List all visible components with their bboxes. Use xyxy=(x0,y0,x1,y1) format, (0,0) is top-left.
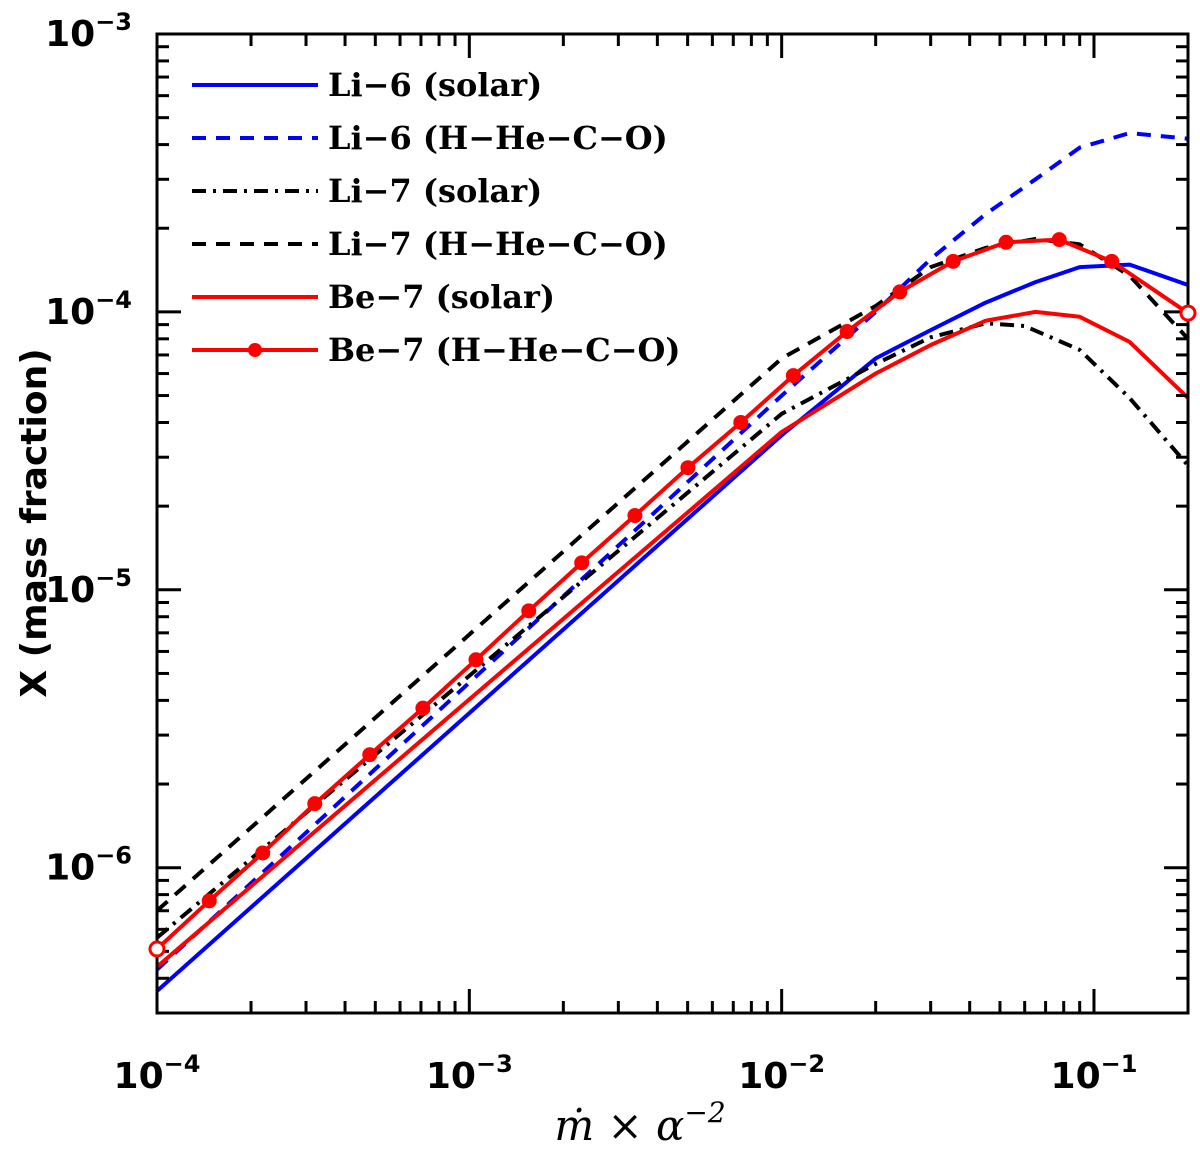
ticklabel-layer: 10−4 10−3 10−2 10−110−610−510−410−3 xyxy=(45,8,1137,1097)
data-point-be7-hheco xyxy=(680,460,696,476)
series-line-li6-solar xyxy=(157,262,1188,993)
x-tick-label: 10−1 xyxy=(1051,1050,1138,1097)
y-tick-label: 10−5 xyxy=(45,564,132,611)
x-tick-label-exp: −1 xyxy=(1101,1050,1138,1078)
plot-frame xyxy=(155,32,1190,1015)
data-point-be7-hheco xyxy=(945,253,961,269)
data-point-be7-hheco xyxy=(839,324,855,340)
ticks-layer xyxy=(155,34,1190,1015)
legend-label-li7-solar: Li−7 (solar) xyxy=(328,172,542,210)
y-tick-label-exp: −3 xyxy=(95,8,132,36)
y-tick-label-base: 10 xyxy=(45,570,95,611)
x-tick-label-base: 10 xyxy=(114,1056,164,1097)
data-point-be7-hheco xyxy=(362,747,378,763)
x-axis-label-main: ṁ × α xyxy=(554,1101,684,1150)
series-line-li7-solar xyxy=(157,321,1188,940)
series-line-be7-hheco xyxy=(157,237,1188,951)
y-tick-label-base: 10 xyxy=(45,14,95,55)
x-tick-label: 10−3 xyxy=(426,1050,513,1097)
legend-label-be7-hheco: Be−7 (H−He−C−O) xyxy=(328,331,681,369)
y-tick-label-base: 10 xyxy=(45,292,95,333)
legend: Li−6 (solar) Li−6 (H−He−C−O) Li−7 (solar) L… xyxy=(192,66,681,369)
legend-label-li6-solar: Li−6 (solar) xyxy=(328,66,542,104)
y-tick-label: 10−3 xyxy=(45,8,132,55)
x-axis-label-exponent: −2 xyxy=(684,1096,725,1129)
legend-marker-be7-hheco xyxy=(248,343,262,357)
legend-label-be7-solar: Be−7 (solar) xyxy=(328,278,555,316)
x-tick-label-base: 10 xyxy=(1051,1056,1101,1097)
data-point-be7-hheco xyxy=(307,796,323,812)
x-tick-label-base: 10 xyxy=(738,1056,788,1097)
series-line-li6-hheco xyxy=(157,131,1188,972)
x-axis-label: ṁ × α−2 xyxy=(554,1096,725,1150)
x-tick-label-exp: −4 xyxy=(164,1050,201,1078)
x-tick-label-base: 10 xyxy=(426,1056,476,1097)
data-point-be7-hheco xyxy=(521,603,537,619)
data-point-be7-hheco xyxy=(892,284,908,300)
x-tick-label-exp: −3 xyxy=(476,1050,513,1078)
y-tick-label: 10−6 xyxy=(45,842,132,889)
y-axis-label: X (mass fraction) xyxy=(14,348,55,697)
data-point-be7-hheco xyxy=(733,414,749,430)
data-point-be7-hheco xyxy=(415,700,431,716)
data-point-be7-hheco xyxy=(627,508,643,524)
series-layer xyxy=(157,131,1188,993)
y-tick-label-base: 10 xyxy=(45,848,95,889)
legend-label-li6-hheco: Li−6 (H−He−C−O) xyxy=(328,119,668,157)
data-point-be7-hheco xyxy=(998,234,1014,250)
data-point-be7-hheco xyxy=(201,893,217,909)
data-point-be7-hheco xyxy=(785,368,801,384)
y-tick-label-exp: −5 xyxy=(95,564,132,592)
data-point-be7-hheco xyxy=(1104,253,1120,269)
data-point-be7-hheco xyxy=(468,652,484,668)
legend-label-li7-hheco: Li−7 (H−He−C−O) xyxy=(328,225,668,263)
data-point-edge-be7-hheco xyxy=(1179,304,1197,322)
data-point-be7-hheco xyxy=(574,555,590,571)
data-point-be7-hheco xyxy=(255,845,271,861)
y-tick-label: 10−4 xyxy=(45,286,132,333)
x-tick-label-exp: −2 xyxy=(788,1050,825,1078)
x-tick-label: 10−4 xyxy=(114,1050,201,1097)
data-point-be7-hheco xyxy=(1051,232,1067,248)
data-point-edge-be7-hheco xyxy=(148,940,166,958)
y-tick-label-exp: −6 xyxy=(95,842,132,870)
y-tick-label-exp: −4 xyxy=(95,286,132,314)
series-line-be7-solar xyxy=(157,309,1188,969)
x-tick-label: 10−2 xyxy=(738,1050,825,1097)
